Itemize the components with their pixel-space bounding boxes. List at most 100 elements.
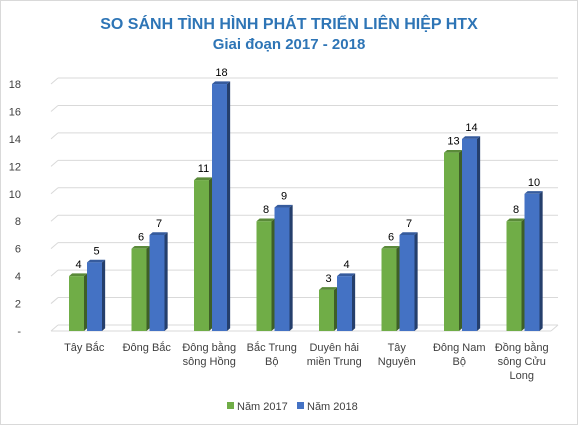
data-label: 7 [406, 218, 412, 230]
gridline-side [50, 269, 59, 277]
bars [69, 81, 543, 331]
bar-front [87, 262, 102, 331]
data-label: 3 [325, 273, 331, 285]
bar [274, 204, 293, 331]
data-label: 8 [513, 204, 519, 216]
gridline-side [50, 132, 59, 140]
bar [399, 232, 418, 331]
bar-side [396, 245, 400, 331]
data-label: 18 [215, 67, 227, 79]
gridline-side [50, 105, 59, 112]
y-tick-label: 12 [9, 161, 21, 173]
bar-front [462, 138, 477, 331]
chart-subtitle: Giai đoạn 2017 - 2018 [213, 36, 366, 53]
legend-label: Năm 2017 [237, 401, 288, 413]
gridline-side [50, 77, 59, 85]
data-label: 6 [138, 232, 144, 244]
bar-side [271, 218, 275, 331]
chart-title: SO SÁNH TÌNH HÌNH PHÁT TRIỂN LIÊN HIỆP H… [100, 14, 478, 33]
bar-side [84, 273, 88, 331]
bar-side [102, 259, 106, 331]
y-tick-label: 8 [15, 216, 21, 228]
bar [337, 273, 356, 331]
bar-top [212, 81, 231, 85]
legend-label: Năm 2018 [307, 401, 358, 413]
data-label: 4 [343, 259, 349, 271]
bar-top [381, 245, 400, 249]
data-label: 6 [388, 232, 394, 244]
bar-top [524, 191, 543, 194]
bar [462, 136, 481, 331]
legend-swatch [227, 402, 234, 409]
bar-top [256, 218, 275, 222]
x-tick-label: Duyên hải miền Trung [307, 342, 362, 368]
legend-swatch [297, 402, 304, 409]
bar [506, 218, 525, 331]
bar-front [506, 221, 522, 331]
bar-top [69, 273, 88, 277]
data-label: 10 [528, 177, 540, 189]
bar-front [69, 276, 84, 331]
y-tick-label: - [17, 326, 21, 338]
bar-top [444, 149, 463, 153]
bar-side [209, 177, 213, 331]
bar [444, 149, 463, 331]
bar [256, 218, 275, 331]
gridlines [50, 77, 559, 332]
bar-top [87, 259, 106, 263]
bar-top [337, 273, 356, 277]
bar [319, 287, 338, 331]
x-tick-label: Đông bằng sông Hồng [182, 341, 236, 368]
bar-side [477, 136, 481, 331]
x-tick-label: Đông Bắc [123, 341, 172, 354]
x-axis: Tây Bắc Đông Bắc Đông bằng sông Hồng Bắc Tru… [64, 341, 549, 382]
bar [131, 245, 150, 331]
x-tick-label: Đông Nam Bộ [433, 342, 486, 368]
bar [194, 177, 213, 331]
data-label: 5 [93, 245, 99, 257]
bar-side [459, 149, 463, 331]
bar [149, 232, 168, 331]
bar-top [462, 136, 481, 139]
y-tick-label: 16 [9, 106, 21, 118]
bar-front [212, 84, 227, 331]
y-tick-label: 2 [15, 299, 21, 311]
bar-front [381, 248, 397, 331]
y-tick-label: 14 [9, 134, 21, 146]
bar-top [274, 204, 293, 208]
bar-side [164, 232, 168, 331]
bar-front [524, 193, 540, 331]
bar-side [227, 81, 231, 331]
data-label: 14 [465, 122, 477, 134]
x-tick-label: Tây Bắc [64, 341, 105, 354]
bar-top [194, 177, 213, 181]
data-label: 9 [281, 191, 287, 203]
bar-side [521, 218, 525, 331]
floor-right-edge [550, 324, 559, 332]
data-label: 4 [75, 259, 81, 271]
bar-front [149, 234, 165, 331]
bar-front [319, 289, 334, 331]
x-tick-label: Bắc Trung Bộ [247, 341, 297, 368]
x-tick-label: Tây Nguyên [378, 342, 416, 368]
bar-top [149, 232, 168, 235]
bar-front [256, 221, 272, 331]
data-label: 11 [198, 163, 209, 175]
bar-front [444, 152, 459, 331]
bar [69, 273, 88, 331]
gridline-side [50, 242, 59, 250]
bar-front [337, 276, 352, 331]
bar-top [131, 245, 150, 249]
data-label: 13 [447, 136, 459, 148]
data-label: 8 [263, 204, 269, 216]
bar-front [399, 234, 415, 331]
gridline-side [50, 214, 59, 222]
gridline-side [50, 297, 59, 304]
legend: Năm 2017 Năm 2018 [227, 401, 358, 413]
bar-side [334, 287, 338, 331]
bar-front [194, 180, 209, 331]
bar-side [539, 191, 543, 331]
